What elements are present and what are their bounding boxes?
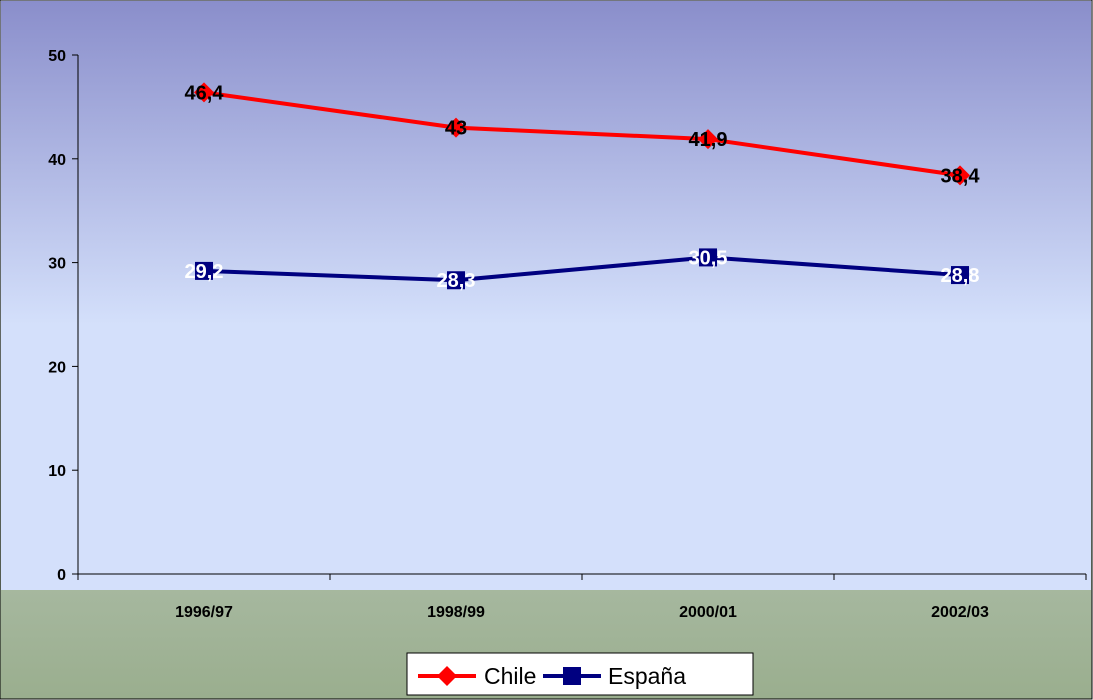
x-tick-label: 2002/03 <box>931 604 989 621</box>
data-label-espana: 28,8 <box>941 265 980 287</box>
x-tick-label: 2000/01 <box>679 604 737 621</box>
data-labels: 46,4 43 41,9 38,4 29,2 28,3 30,5 28,8 <box>185 82 981 292</box>
data-label-chile: 38,4 <box>941 165 981 187</box>
legend-chile-label: Chile <box>484 663 536 689</box>
plot-area <box>1 1 1091 590</box>
series-line-chile <box>203 90 961 178</box>
legend: Chile España <box>406 652 754 696</box>
legend-espana-square-icon <box>563 667 581 685</box>
data-label-espana: 30,5 <box>689 247 728 269</box>
y-tick-label: 50 <box>48 48 66 65</box>
x-tick-label: 1996/97 <box>175 604 233 621</box>
data-point-chile <box>194 82 214 103</box>
legend-espana-label: España <box>608 663 686 689</box>
data-point-chile <box>950 165 970 186</box>
series-line-espana <box>203 255 961 283</box>
y-tick-label: 30 <box>48 256 66 273</box>
x-tick-label: 1998/99 <box>427 604 485 621</box>
data-point-espana <box>195 261 213 280</box>
data-point-espana <box>699 248 717 267</box>
y-tick-label: 10 <box>48 463 66 480</box>
legend-chile-diamond-icon <box>437 666 457 686</box>
data-label-chile: 46,4 <box>185 82 225 104</box>
y-tick-label: 0 <box>57 567 66 584</box>
data-point-chile <box>446 117 466 138</box>
y-axis-ticks: 0 10 20 30 40 50 <box>48 48 78 584</box>
data-label-espana: 29,2 <box>185 261 224 283</box>
series-markers <box>194 82 970 290</box>
legend-item-espana: España <box>543 663 686 689</box>
data-label-chile: 43 <box>445 118 467 140</box>
series-lines <box>203 90 961 283</box>
data-point-espana <box>447 271 465 290</box>
data-point-chile <box>698 129 718 150</box>
data-label-espana: 28,3 <box>437 270 476 292</box>
y-tick-label: 20 <box>48 359 66 376</box>
data-label-chile: 41,9 <box>689 129 728 151</box>
data-point-espana <box>951 266 969 285</box>
legend-item-chile: Chile <box>418 663 536 689</box>
y-tick-label: 40 <box>48 152 66 169</box>
x-axis-ticks: 1996/97 1998/99 2000/01 2002/03 <box>77 574 1087 621</box>
